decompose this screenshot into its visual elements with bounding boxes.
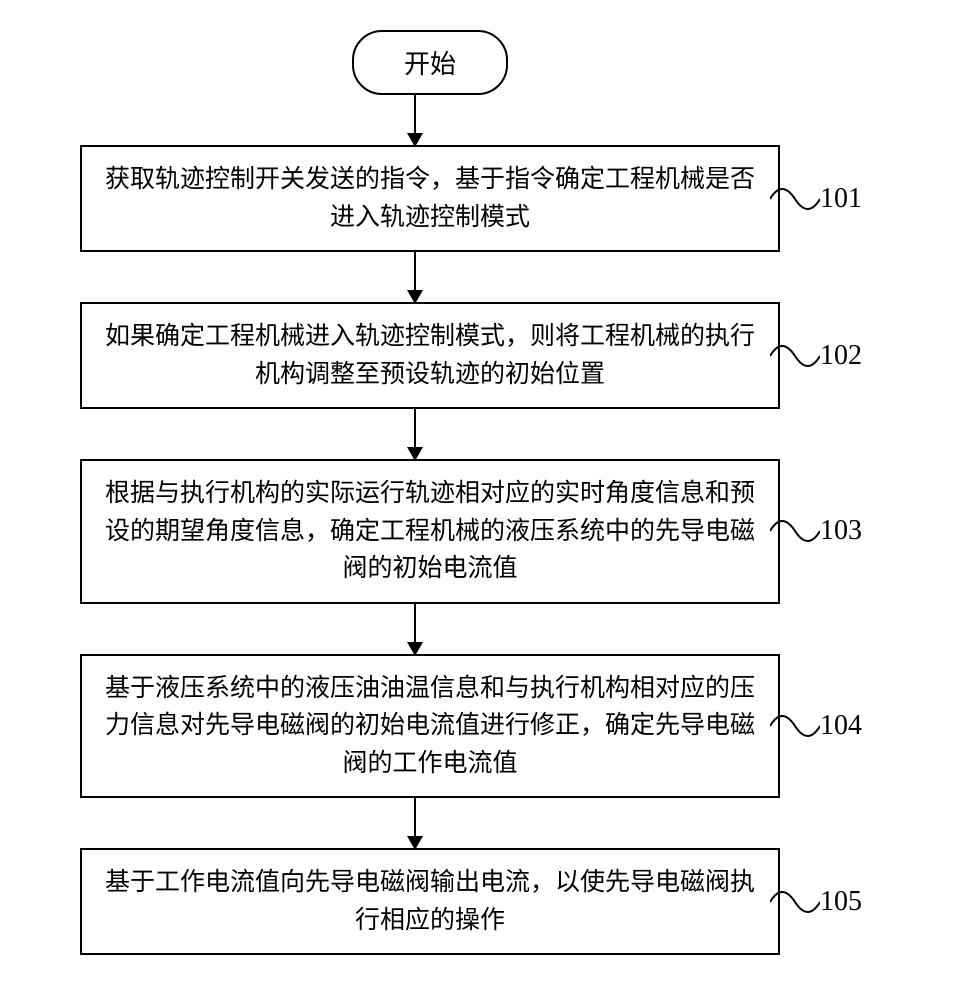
process-102: 如果确定工程机械进入轨迹控制模式，则将工程机械的执行机构调整至预设轨迹的初始位置 bbox=[80, 302, 780, 409]
step-row-101: 获取轨迹控制开关发送的指令，基于指令确定工程机械是否进入轨迹控制模式 101 bbox=[50, 145, 910, 252]
label-101: 101 bbox=[820, 183, 910, 215]
connector-104 bbox=[770, 701, 820, 751]
start-terminator: 开始 bbox=[352, 30, 508, 95]
process-text-103: 根据与执行机构的实际运行轨迹相对应的实时角度信息和预设的期望角度信息，确定工程机… bbox=[105, 480, 755, 582]
connector-105 bbox=[770, 877, 820, 927]
arrow-4 bbox=[414, 798, 416, 848]
step-row-105: 基于工作电流值向先导电磁阀输出电流，以使先导电磁阀执行相应的操作 105 bbox=[50, 848, 910, 955]
process-text-102: 如果确定工程机械进入轨迹控制模式，则将工程机械的执行机构调整至预设轨迹的初始位置 bbox=[105, 323, 755, 388]
flowchart-container: 开始 获取轨迹控制开关发送的指令，基于指令确定工程机械是否进入轨迹控制模式 10… bbox=[50, 30, 910, 955]
process-104: 基于液压系统中的液压油油温信息和与执行机构相对应的压力信息对先导电磁阀的初始电流… bbox=[80, 654, 780, 799]
connector-101 bbox=[770, 174, 820, 224]
step-row-102: 如果确定工程机械进入轨迹控制模式，则将工程机械的执行机构调整至预设轨迹的初始位置… bbox=[50, 302, 910, 409]
step-row-103: 根据与执行机构的实际运行轨迹相对应的实时角度信息和预设的期望角度信息，确定工程机… bbox=[50, 459, 910, 604]
label-104: 104 bbox=[820, 710, 910, 742]
arrow-0 bbox=[414, 95, 416, 145]
process-text-105: 基于工作电流值向先导电磁阀输出电流，以使先导电磁阀执行相应的操作 bbox=[105, 869, 755, 934]
process-105: 基于工作电流值向先导电磁阀输出电流，以使先导电磁阀执行相应的操作 bbox=[80, 848, 780, 955]
arrow-3 bbox=[414, 604, 416, 654]
connector-102 bbox=[770, 331, 820, 381]
process-text-104: 基于液压系统中的液压油油温信息和与执行机构相对应的压力信息对先导电磁阀的初始电流… bbox=[105, 675, 755, 777]
start-row: 开始 bbox=[50, 30, 910, 95]
process-text-101: 获取轨迹控制开关发送的指令，基于指令确定工程机械是否进入轨迹控制模式 bbox=[105, 166, 755, 231]
label-103: 103 bbox=[820, 515, 910, 547]
label-105: 105 bbox=[820, 886, 910, 918]
process-103: 根据与执行机构的实际运行轨迹相对应的实时角度信息和预设的期望角度信息，确定工程机… bbox=[80, 459, 780, 604]
arrow-2 bbox=[414, 409, 416, 459]
step-row-104: 基于液压系统中的液压油油温信息和与执行机构相对应的压力信息对先导电磁阀的初始电流… bbox=[50, 654, 910, 799]
arrow-1 bbox=[414, 252, 416, 302]
start-text: 开始 bbox=[404, 50, 456, 79]
connector-103 bbox=[770, 506, 820, 556]
process-101: 获取轨迹控制开关发送的指令，基于指令确定工程机械是否进入轨迹控制模式 bbox=[80, 145, 780, 252]
label-102: 102 bbox=[820, 340, 910, 372]
